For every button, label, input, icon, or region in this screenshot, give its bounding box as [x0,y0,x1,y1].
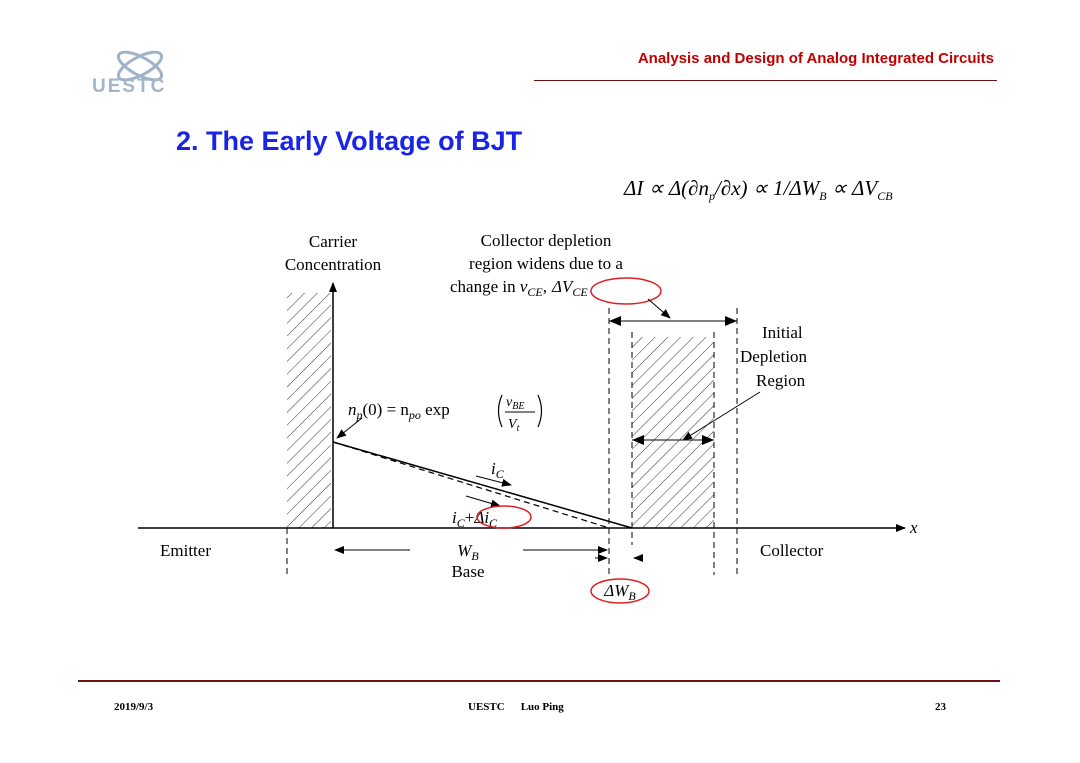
note-line-2: region widens due to a [469,254,623,273]
ic-delta-arrow [465,495,501,508]
wb-label: WB [457,541,479,563]
formula-sub-cb: CB [877,189,893,204]
footer-org: UESTC [468,701,505,713]
np0-right-paren [537,394,543,428]
widened-profile-dashed [332,441,610,529]
page-number: 23 [935,701,946,713]
course-title: Analysis and Design of Analog Integrated… [637,50,994,67]
footer-rule [78,680,1000,682]
footer-author: Luo Ping [520,701,564,713]
concentration-label: Concentration [285,255,382,274]
np0-equation: np(0) = npo exp [348,400,450,422]
collector-label: Collector [760,541,824,560]
carrier-label: Carrier [309,232,357,251]
depletion-label: Depletion [740,347,808,366]
widening-arrow-left-head [609,316,621,326]
x-axis-label: x [909,518,918,537]
early-voltage-formula: ΔI ∝ Δ(∂np/∂x) ∝ 1/ΔWB ∝ ΔVCB [624,176,893,204]
initial-region-pointer [682,391,761,441]
initial-profile-solid [332,441,633,529]
early-effect-diagram: x Carrier Concentration Collector deplet… [138,231,918,604]
logo-orbit-2 [116,50,164,82]
widening-arrow-right-head [725,316,737,326]
formula-sub-p: p [709,189,716,204]
emitter-label: Emitter [160,541,211,560]
base-label: Base [451,562,484,581]
footer-date: 2019/9/3 [114,701,154,713]
np0-frac-numerator: vBE [506,395,524,412]
note-line-3: change in vCE, ΔVCE [450,277,588,299]
formula-sub-b: B [819,189,827,204]
slide-heading: 2. The Early Voltage of BJT [176,126,523,156]
np0-left-paren [497,394,503,428]
logo-text: UESTC [92,76,166,97]
ic-delta-label: iC+ΔiC [452,508,498,530]
formula-mid-1: /∂x) ∝ 1/ΔW [715,176,820,200]
footer-credit: UESTC Luo Ping [468,701,564,713]
note-line-1: Collector depletion [481,231,612,250]
initial-width-left-head [632,435,644,445]
ic-arrow [475,475,512,487]
formula-mid-2: ∝ ΔV [826,176,878,200]
initial-label: Initial [762,323,803,342]
initial-width-right-head [702,435,714,445]
np0-pointer [336,417,363,439]
uestc-logo: UESTC [92,50,166,97]
region-label: Region [756,371,806,390]
ic-label: iC [491,459,505,481]
delta-wb-highlight [590,578,650,604]
delta-ic-highlight [476,505,532,529]
np0-frac-denominator: Vt [508,417,520,434]
logo-orbit-1 [116,50,164,82]
header-rule [534,80,997,81]
collector-depletion-hatch [632,337,714,528]
emitter-depletion-hatch [287,293,331,528]
dwb-label: ΔWB [603,581,636,603]
note-pointer-arrow [647,298,671,319]
delta-vce-highlight [590,277,662,305]
formula-lhs: ΔI ∝ Δ(∂n [624,176,710,200]
